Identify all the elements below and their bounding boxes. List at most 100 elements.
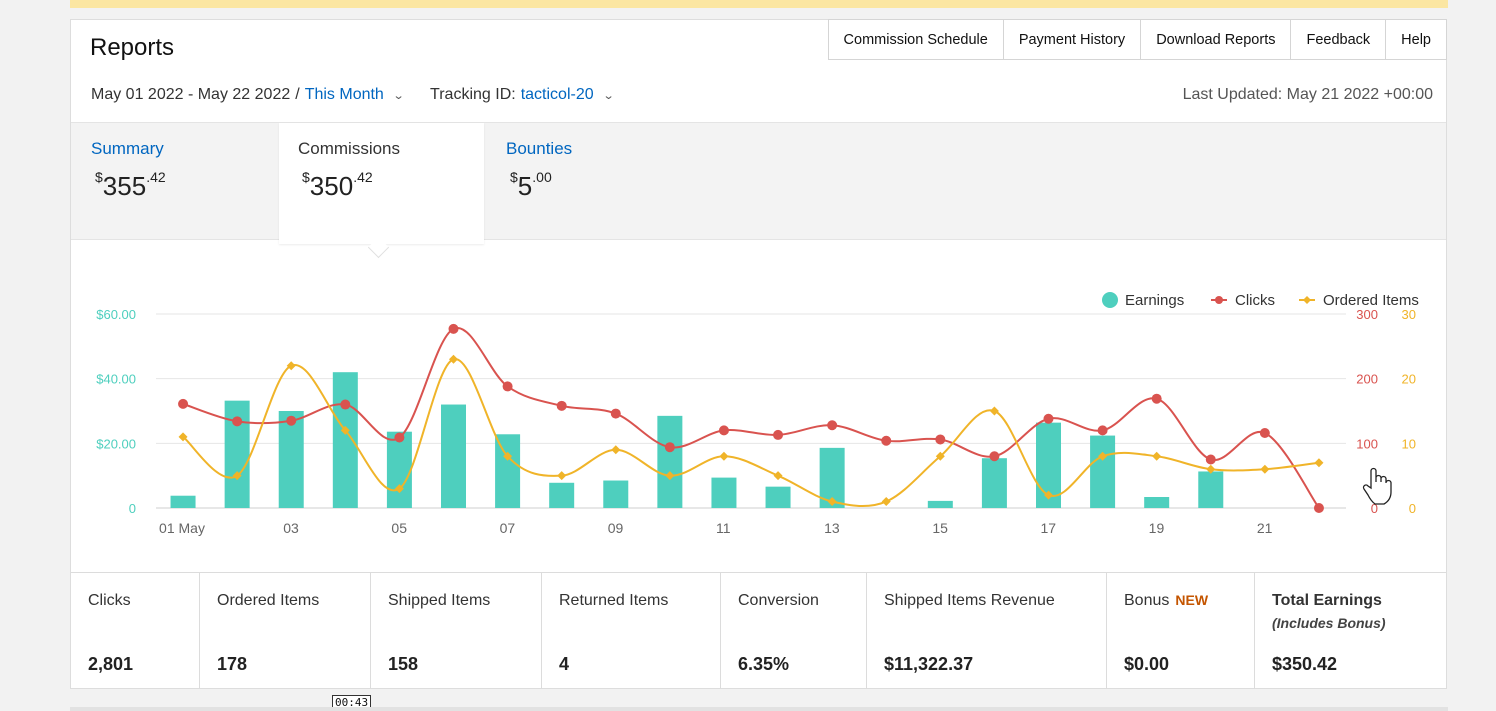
- y-left-tick-label: $20.00: [96, 436, 136, 451]
- ordered-items-point: [232, 471, 242, 481]
- tab-commissions[interactable]: Commissions $350.42: [279, 123, 484, 244]
- ordered-items-point: [449, 354, 458, 364]
- clicks-point: [286, 415, 297, 426]
- payment-history-link[interactable]: Payment History: [1002, 19, 1141, 60]
- stat-shipped-revenue: Shipped Items Revenue $11,322.37: [867, 573, 1107, 689]
- tab-bounties[interactable]: Bounties $5.00: [487, 123, 687, 239]
- earnings-bar: [441, 404, 466, 508]
- help-link[interactable]: Help: [1385, 19, 1447, 60]
- earnings-bar: [711, 477, 737, 508]
- earnings-bar: [1198, 471, 1224, 508]
- clicks-point: [556, 400, 567, 411]
- ordered-items-point: [1098, 451, 1108, 461]
- y-clicks-tick-label: 300: [1356, 307, 1378, 322]
- legend-items-marker: [1303, 296, 1311, 304]
- stat-total-earnings-label: Total Earnings: [1272, 592, 1382, 609]
- y-left-tick-label: 0: [129, 501, 136, 516]
- clicks-point: [935, 434, 946, 445]
- x-tick-label: 07: [500, 520, 516, 536]
- ordered-items-point: [827, 497, 837, 507]
- earnings-bar: [170, 495, 196, 508]
- ordered-items-point: [1260, 464, 1270, 474]
- stat-ordered-items-value: 178: [217, 654, 248, 674]
- stat-bonus: Bonus NEW $0.00: [1107, 573, 1255, 689]
- ordered-items-point: [935, 451, 945, 461]
- earnings-chart: 0 0 0 $20.00 100 10 $40.00 200 20 $60.00 300 30 01 M…: [96, 292, 1419, 536]
- clicks-point: [989, 451, 1000, 462]
- x-tick-label: 19: [1149, 520, 1165, 536]
- x-tick-label: 01 May: [159, 520, 205, 536]
- page-title: Reports: [90, 34, 175, 61]
- earnings-bar: [549, 482, 575, 508]
- reports-card: Reports Commission Schedule Payment Hist…: [70, 19, 1447, 689]
- clicks-point: [502, 381, 513, 392]
- last-updated: Last Updated: May 21 2022 +00:00: [1182, 86, 1433, 103]
- clicks-point: [448, 323, 459, 334]
- stat-clicks-label: Clicks: [88, 592, 131, 609]
- ordered-items-point: [1206, 464, 1216, 474]
- tab-summary[interactable]: Summary $355.42: [71, 123, 279, 239]
- report-links: Commission Schedule Payment History Down…: [827, 19, 1447, 60]
- stat-conversion: Conversion 6.35%: [721, 573, 867, 689]
- clicks-point: [1313, 503, 1324, 513]
- clicks-point: [827, 420, 838, 431]
- stat-clicks: Clicks 2,801: [71, 573, 200, 689]
- ordered-items-point: [881, 497, 891, 507]
- stat-conversion-value: 6.35%: [738, 654, 790, 674]
- legend-items-label: Ordered Items: [1323, 292, 1419, 309]
- x-tick-label: 11: [716, 520, 731, 536]
- video-timestamp: 00:43: [332, 695, 372, 710]
- period-dropdown[interactable]: This Month: [304, 86, 384, 103]
- chevron-down-icon[interactable]: ⌄: [602, 89, 615, 102]
- y-items-tick-label: 30: [1402, 307, 1416, 322]
- y-clicks-tick-label: 0: [1371, 501, 1378, 516]
- earnings-bar: [765, 486, 791, 508]
- ordered-items-point: [773, 471, 783, 481]
- feedback-link[interactable]: Feedback: [1290, 19, 1386, 60]
- hand-cursor-icon: [1362, 467, 1392, 505]
- legend-clicks-marker: [1215, 296, 1223, 304]
- clicks-point: [1151, 393, 1162, 404]
- clicks-point: [340, 399, 351, 410]
- earnings-bar: [1090, 435, 1116, 508]
- clicks-point: [610, 408, 621, 419]
- tracking-id-dropdown[interactable]: tacticol-20: [520, 86, 594, 103]
- ordered-items-point: [989, 406, 999, 416]
- legend-earnings-label: Earnings: [1125, 292, 1184, 309]
- x-tick-label: 15: [932, 520, 948, 536]
- clicks-point: [881, 435, 892, 446]
- notice-banner: [70, 0, 1448, 8]
- x-tick-label: 09: [608, 520, 624, 536]
- stat-total-earnings-value: $350.42: [1272, 654, 1338, 674]
- ordered-items-point: [557, 471, 567, 481]
- ordered-items-point: [394, 484, 404, 494]
- download-reports-link[interactable]: Download Reports: [1140, 19, 1291, 60]
- stat-conversion-label: Conversion: [738, 592, 819, 609]
- clicks-point: [394, 432, 405, 443]
- clicks-point: [1097, 425, 1108, 436]
- ordered-items-point: [286, 361, 296, 371]
- stat-ordered-items: Ordered Items 178: [200, 573, 371, 689]
- tab-summary-label[interactable]: Summary: [91, 139, 164, 158]
- clicks-point: [664, 442, 675, 453]
- ordered-items-point: [719, 451, 729, 461]
- earnings-bar: [657, 415, 683, 508]
- y-clicks-tick-label: 100: [1356, 436, 1378, 451]
- commission-schedule-link[interactable]: Commission Schedule: [827, 19, 1003, 60]
- ordered-items-point: [503, 451, 513, 461]
- tab-commissions-value: $350.42: [302, 169, 373, 201]
- y-left-tick-label: $40.00: [96, 372, 136, 387]
- ordered-items-point: [1044, 490, 1053, 500]
- tab-bounties-label[interactable]: Bounties: [506, 139, 573, 158]
- x-tick-label: 05: [391, 520, 407, 536]
- ordered-items-point: [1152, 451, 1162, 461]
- stat-returned-items: Returned Items 4: [542, 573, 721, 689]
- earnings-bar: [278, 411, 304, 508]
- clicks-point: [1259, 427, 1270, 438]
- chevron-down-icon[interactable]: ⌄: [392, 89, 405, 102]
- tab-commissions-label: Commissions: [298, 139, 401, 158]
- y-items-tick-label: 20: [1402, 372, 1416, 387]
- earnings-bar: [927, 500, 953, 508]
- y-items-tick-label: 0: [1409, 501, 1416, 516]
- clicks-point: [178, 398, 189, 409]
